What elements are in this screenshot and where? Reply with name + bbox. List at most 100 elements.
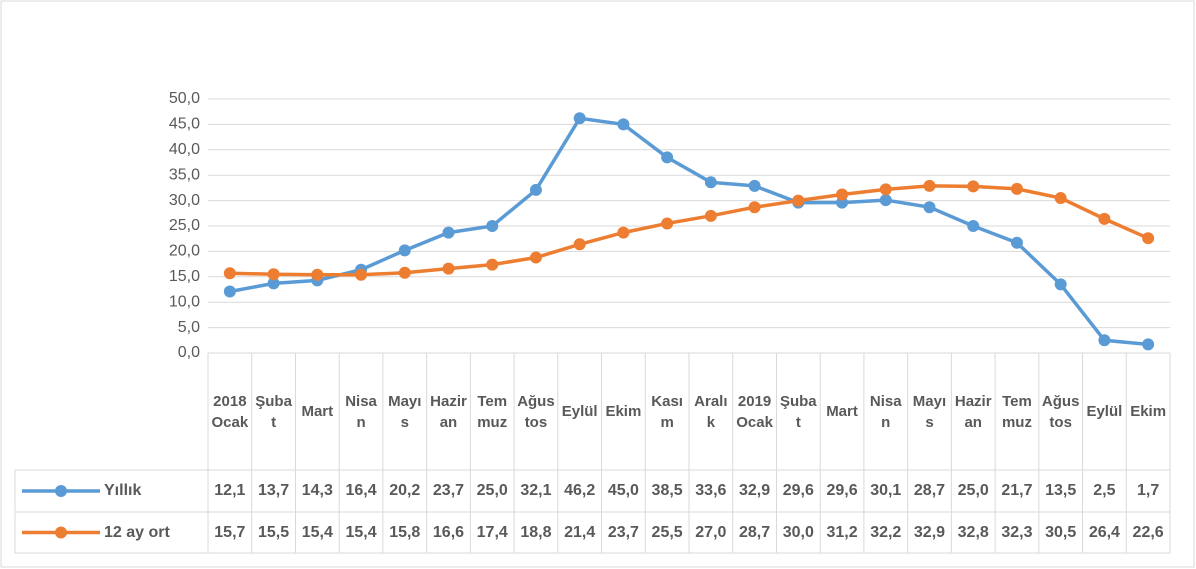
table-value: 32,1 (520, 482, 552, 499)
table-value: 32,2 (870, 523, 902, 541)
data-point (573, 112, 586, 125)
table-value: 15,5 (258, 523, 290, 541)
data-point (1098, 334, 1111, 347)
table-value: 22,6 (1132, 523, 1164, 541)
table-value: 32,8 (957, 523, 989, 541)
data-point (442, 262, 455, 275)
table-value: 28,7 (913, 482, 946, 499)
data-point (879, 194, 892, 207)
y-tick-label: 25,0 (169, 217, 200, 234)
x-tick-label: Temmuz (477, 392, 508, 431)
x-tick-label: Mayıs (388, 392, 422, 431)
data-point (398, 244, 411, 257)
x-tick-label: Ağustos (1041, 392, 1080, 431)
table-value: 25,0 (957, 482, 989, 499)
data-point (1054, 192, 1067, 205)
data-point (486, 258, 499, 271)
x-tick-label: Şubat (779, 392, 817, 431)
data-point (792, 194, 805, 207)
table-value: 27,0 (695, 523, 727, 541)
data-point (617, 226, 630, 239)
table-value: 2,5 (1093, 482, 1116, 499)
table-value: 23,7 (607, 523, 639, 541)
data-point (923, 201, 936, 214)
x-tick-label: Temmuz (1001, 392, 1032, 431)
x-tick-label: Eylül (561, 403, 598, 420)
x-tick-label: Ağustos (517, 392, 555, 431)
table-value: 23,7 (432, 482, 465, 499)
table-value: 15,7 (214, 523, 246, 541)
x-tick-label: Ekim (1130, 403, 1167, 420)
table-value: 32,9 (739, 482, 771, 499)
table-value: 29,6 (826, 482, 858, 499)
table-value: 15,4 (301, 523, 333, 541)
x-tick-label: Eylül (1086, 403, 1123, 420)
data-point (661, 217, 674, 230)
data-point (704, 209, 717, 222)
x-tick-label: Ekim (605, 403, 642, 420)
data-point (1098, 212, 1111, 225)
data-point (398, 266, 411, 279)
legend-label: Yıllık (104, 482, 142, 499)
x-tick-label: Aralık (694, 392, 728, 431)
data-point (267, 277, 280, 290)
table-value: 33,6 (695, 482, 727, 499)
data-point (1010, 182, 1023, 195)
y-tick-label: 35,0 (169, 166, 200, 183)
x-tick-label: 2019 Ocak (736, 392, 773, 431)
table-value: 38,5 (651, 482, 683, 499)
x-tick-label: Nisan (869, 392, 902, 431)
legend-marker (55, 485, 67, 497)
data-point (617, 118, 630, 131)
table-value: 29,6 (782, 482, 814, 499)
x-tick-label: Haziran (430, 392, 467, 431)
table-value: 45,0 (607, 482, 639, 499)
data-point (836, 188, 849, 201)
data-point (267, 268, 280, 281)
x-tick-label: Nisan (345, 392, 377, 431)
y-tick-label: 30,0 (169, 192, 200, 209)
legend-marker (55, 526, 67, 539)
data-point (967, 220, 980, 232)
data-point (529, 251, 542, 264)
data-point (223, 267, 236, 280)
table-value: 28,7 (739, 523, 771, 541)
data-point (355, 268, 368, 281)
x-tick-label: Mart (301, 403, 334, 420)
data-point (923, 179, 936, 192)
y-tick-label: 40,0 (169, 141, 200, 158)
table-value: 18,8 (520, 523, 552, 541)
y-tick-label: 0,0 (178, 344, 200, 361)
table-value: 25,0 (476, 482, 508, 499)
table-value: 30,1 (870, 482, 902, 499)
x-tick-label: Kasım (651, 392, 683, 431)
table-value: 32,9 (913, 523, 946, 541)
x-tick-label: Mayıs (912, 392, 947, 431)
y-tick-label: 15,0 (169, 268, 200, 285)
x-tick-label: Mart (826, 403, 858, 420)
table-value: 20,2 (389, 482, 421, 499)
data-point (704, 176, 717, 189)
data-point (529, 183, 542, 196)
table-value: 13,7 (258, 482, 290, 499)
table-value: 21,7 (1001, 482, 1033, 499)
table-value: 30,5 (1045, 523, 1077, 541)
data-point (1142, 338, 1155, 351)
data-point (223, 285, 236, 298)
table-value: 1,7 (1137, 482, 1160, 499)
data-point (486, 220, 499, 232)
data-point (311, 268, 324, 281)
table-value: 17,4 (476, 523, 508, 541)
data-point (1010, 236, 1023, 249)
data-point (967, 180, 980, 193)
table-value: 13,5 (1045, 482, 1077, 499)
y-tick-label: 50,0 (169, 90, 200, 107)
table-value: 15,8 (389, 523, 421, 541)
table-value: 21,4 (564, 523, 596, 541)
table-value: 15,4 (345, 523, 377, 541)
y-tick-label: 5,0 (178, 319, 200, 336)
data-point (1142, 232, 1155, 245)
table-value: 16,4 (345, 482, 377, 499)
table-value: 25,5 (651, 523, 683, 541)
